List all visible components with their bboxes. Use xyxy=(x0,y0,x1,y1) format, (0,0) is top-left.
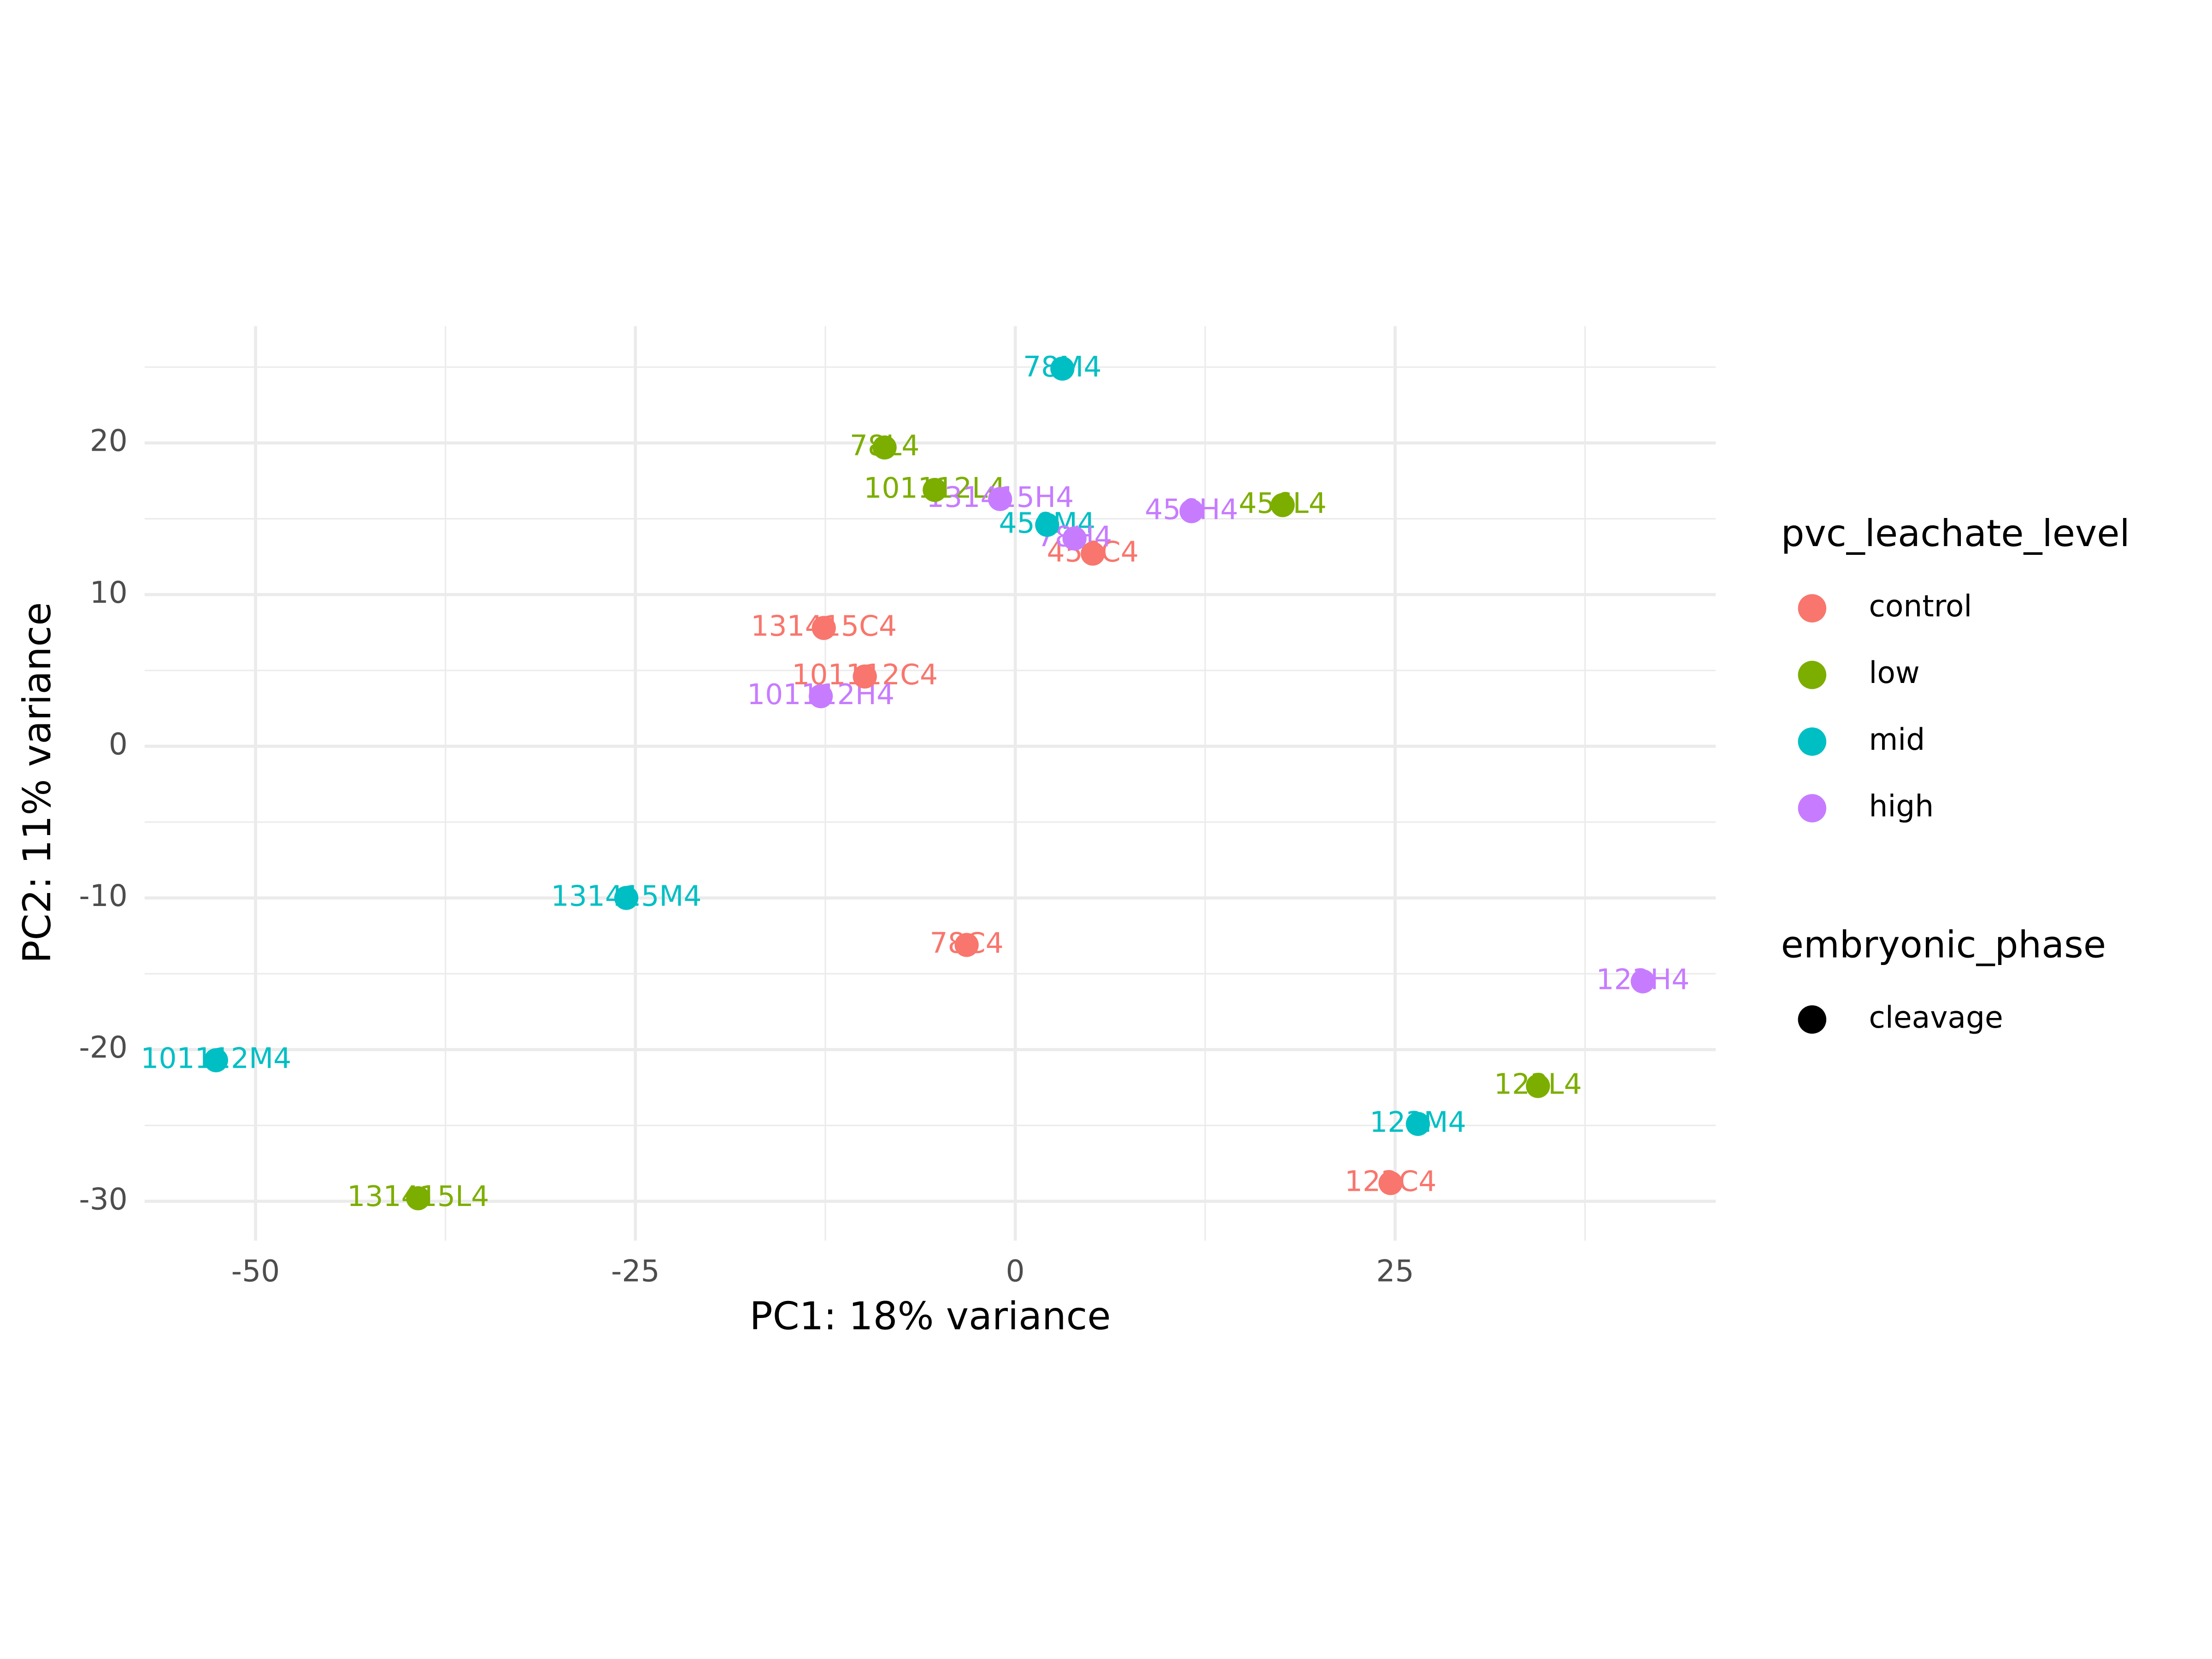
point xyxy=(614,886,639,910)
point xyxy=(1630,969,1655,994)
x-tick-label: -25 xyxy=(611,1254,660,1289)
x-tick-label: -50 xyxy=(231,1254,280,1289)
legend-label: cleavage xyxy=(1869,1000,2003,1035)
legend-swatch xyxy=(1798,1005,1827,1034)
legend-swatch xyxy=(1798,727,1827,756)
y-tick-label: -20 xyxy=(79,1030,128,1065)
legend-label: control xyxy=(1869,589,1972,624)
x-tick-label: 25 xyxy=(1376,1254,1414,1289)
point xyxy=(1050,356,1075,381)
y-tick-label: -10 xyxy=(79,879,128,913)
point xyxy=(872,435,897,460)
legend-title: embryonic_phase xyxy=(1781,923,2106,966)
point xyxy=(406,1186,430,1211)
legend-label: mid xyxy=(1869,723,1925,757)
point xyxy=(204,1048,228,1072)
x-tick-label: 0 xyxy=(1006,1254,1025,1289)
point xyxy=(1526,1074,1550,1098)
point xyxy=(988,487,1012,512)
point xyxy=(1378,1171,1403,1195)
y-tick-label: 10 xyxy=(90,576,128,610)
legend-swatch xyxy=(1798,594,1827,623)
legend-label: low xyxy=(1869,656,1919,690)
point xyxy=(808,684,833,708)
point xyxy=(812,616,836,640)
point xyxy=(923,477,947,502)
legend-swatch xyxy=(1798,794,1827,823)
point xyxy=(1035,512,1059,537)
y-axis-title: PC2: 11% variance xyxy=(15,602,59,963)
point xyxy=(1081,541,1105,566)
point xyxy=(1179,499,1204,524)
point xyxy=(1271,493,1295,518)
point xyxy=(954,933,979,957)
legend-title: pvc_leachate_level xyxy=(1781,512,2130,555)
point xyxy=(853,664,877,689)
x-axis-title: PC1: 18% variance xyxy=(749,1294,1111,1338)
y-tick-label: 20 xyxy=(90,424,128,459)
point xyxy=(1062,526,1087,551)
legend-swatch xyxy=(1798,660,1827,689)
y-tick-label: 0 xyxy=(109,727,128,762)
y-tick-label: -30 xyxy=(79,1182,128,1217)
point xyxy=(1406,1112,1430,1136)
legend-label: high xyxy=(1869,789,1934,824)
